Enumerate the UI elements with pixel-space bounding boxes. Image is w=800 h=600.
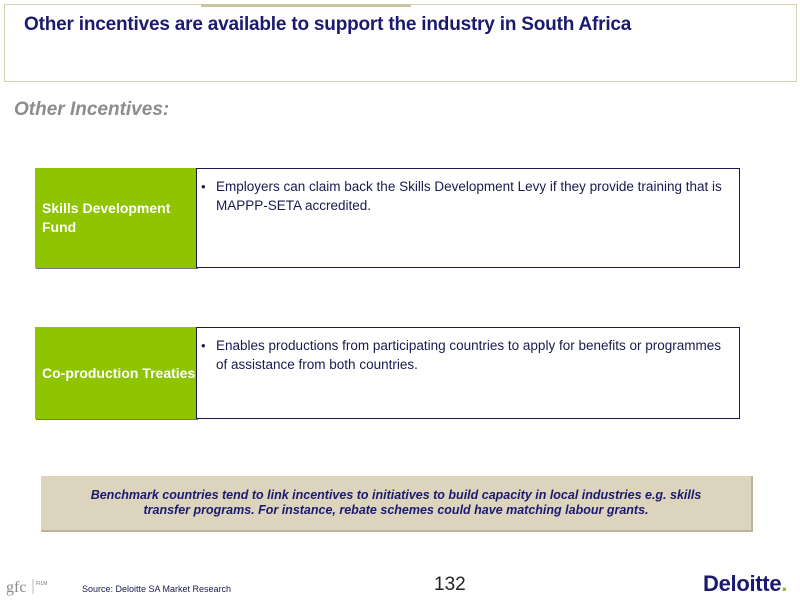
- callout-text: Benchmark countries tend to link incenti…: [90, 488, 702, 517]
- page-number: 132: [434, 574, 466, 595]
- bullet-list: • Employers can claim back the Skills Dev…: [197, 169, 739, 215]
- bullet-item: • Enables productions from participating …: [201, 336, 729, 374]
- title-frame: [4, 4, 797, 82]
- incentive-row-skills: Skills Development Fund • Employers can c…: [35, 168, 740, 268]
- benchmark-callout: Benchmark countries tend to link incenti…: [41, 476, 753, 532]
- bullet-text: Enables productions from participating c…: [216, 338, 722, 372]
- incentive-description-box: • Employers can claim back the Skills Dev…: [196, 168, 740, 268]
- deloitte-logo: Deloitte.: [703, 571, 787, 597]
- page-title: Other incentives are available to suppor…: [24, 14, 632, 35]
- bullet-text: Employers can claim back the Skills Deve…: [216, 179, 722, 213]
- title-accent-line: [201, 4, 411, 7]
- incentive-description-box: • Enables productions from participating …: [196, 327, 740, 419]
- source-note: Source: Deloitte SA Market Research: [82, 584, 232, 594]
- gfc-logo-small-text: FILM: [36, 581, 47, 587]
- incentive-label: Skills Development Fund: [35, 168, 197, 268]
- bullet-list: • Enables productions from participating …: [197, 328, 739, 374]
- gfc-logo-text: gfc: [6, 579, 26, 596]
- bullet-item: • Employers can claim back the Skills Dev…: [201, 177, 729, 215]
- brand-text: Deloitte: [703, 571, 782, 596]
- incentive-label: Co-production Treaties: [35, 327, 197, 419]
- section-subtitle: Other Incentives:: [14, 99, 170, 120]
- brand-dot: .: [781, 571, 788, 596]
- bullet-icon: •: [201, 338, 206, 353]
- incentive-row-coproduction: Co-production Treaties • Enables producti…: [35, 327, 740, 419]
- bullet-icon: •: [201, 179, 206, 194]
- gfc-film-logo: gfc FILM: [6, 579, 47, 596]
